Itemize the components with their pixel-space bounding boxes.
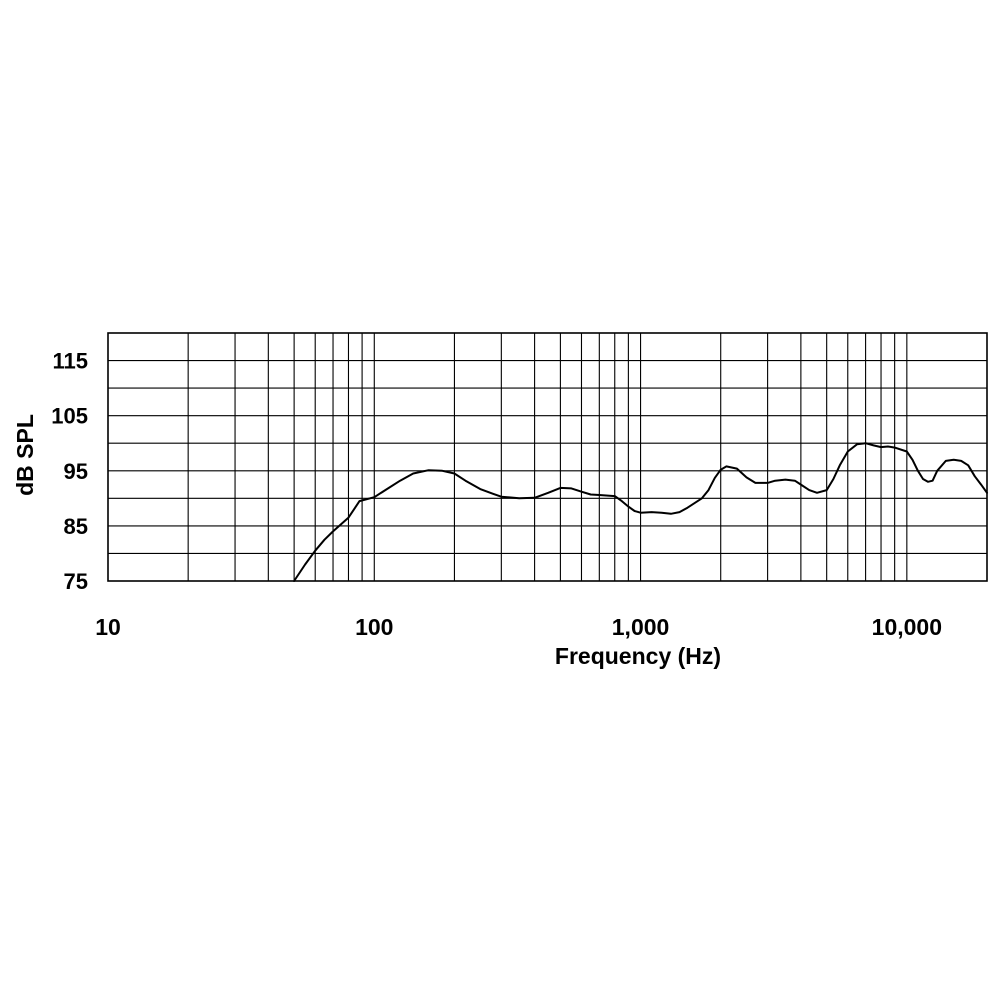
y-axis-title: dB SPL xyxy=(12,414,38,496)
x-tick-label: 10 xyxy=(95,614,121,640)
x-axis-title: Frequency (Hz) xyxy=(555,643,721,669)
y-tick-label: 85 xyxy=(64,514,88,539)
x-axis-tick-labels: 10 100 1,000 10,000 xyxy=(95,614,942,640)
response-curve-1 xyxy=(293,442,988,582)
series-layer xyxy=(293,442,988,582)
y-tick-label: 95 xyxy=(64,459,88,484)
x-tick-label: 10,000 xyxy=(872,614,942,640)
y-tick-label: 105 xyxy=(51,404,88,429)
plot-frame xyxy=(107,332,988,582)
y-axis-tick-labels: 75 85 95 105 115 xyxy=(51,349,88,594)
x-tick-label: 100 xyxy=(355,614,393,640)
y-tick-label: 75 xyxy=(64,569,88,594)
y-tick-label: 115 xyxy=(53,349,89,374)
chart-grid xyxy=(107,332,988,582)
x-tick-label: 1,000 xyxy=(612,614,670,640)
